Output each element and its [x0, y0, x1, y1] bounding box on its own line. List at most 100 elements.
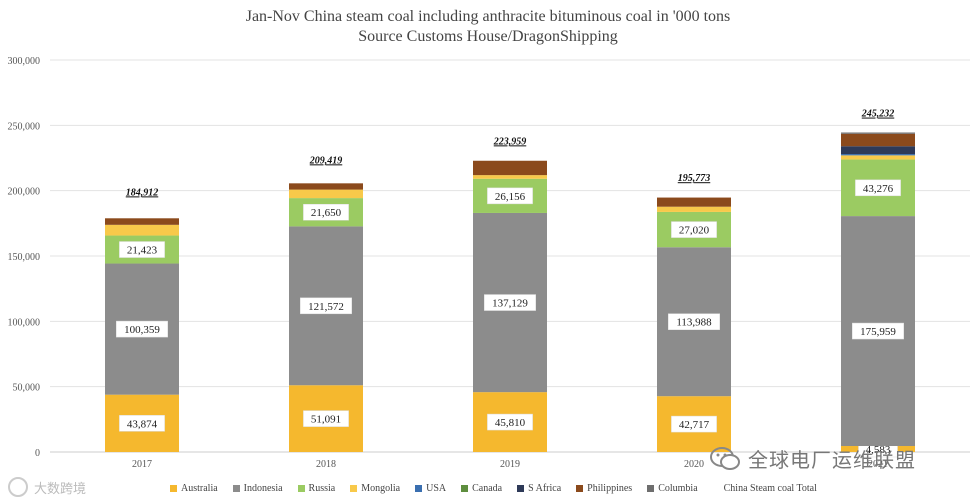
x-tick-label: 2018 [316, 459, 336, 470]
legend-label: S Africa [528, 482, 562, 494]
data-label-box [671, 415, 717, 433]
data-label: 43,874 [127, 418, 158, 430]
bar-segment-columbia [841, 132, 915, 134]
legend: Australia Indonesia Russia Mongolia USA Canad… [170, 480, 832, 496]
legend-item: Australia [170, 483, 218, 494]
legend-swatch [647, 484, 655, 492]
bar-segment-s-africa [841, 146, 915, 155]
bar-segment-mongolia [657, 206, 731, 212]
legend-label: Canada [472, 482, 503, 494]
bar-segment-usa [841, 154, 915, 156]
bar-segment-philippines [105, 218, 179, 225]
legend-item: Columbia [647, 482, 698, 494]
data-label-box [303, 203, 349, 221]
watermark-left: 大数跨境 [8, 477, 86, 497]
total-label: 245,232 [861, 109, 895, 120]
data-label: 21,650 [311, 207, 342, 219]
data-label: 27,020 [679, 225, 710, 237]
legend-swatch [415, 484, 423, 492]
legend-item: China Steam coal Total [713, 483, 817, 494]
legend-item: Mongolia [350, 483, 400, 494]
data-label-box [119, 415, 165, 432]
total-label: 195,773 [678, 173, 711, 184]
total-label: 223,959 [493, 136, 527, 147]
legend-swatch [232, 484, 240, 492]
wechat-icon [710, 446, 740, 470]
data-label: 43,276 [863, 183, 894, 195]
data-label: 45,810 [495, 417, 526, 429]
legend-swatch [517, 484, 525, 492]
legend-item: Indonesia [232, 482, 283, 494]
legend-label: Russia [308, 482, 336, 494]
legend-label: Indonesia [243, 482, 283, 494]
legend-item: Philippines [576, 483, 632, 494]
legend-label: USA [426, 482, 447, 494]
y-tick-label: 300,000 [8, 56, 41, 67]
watermark-left-text: 大数跨境 [34, 481, 87, 497]
chart-title: Jan-Nov China steam coal including anthr… [245, 8, 731, 25]
data-label: 21,423 [127, 245, 158, 257]
data-label: 26,156 [495, 191, 526, 203]
legend-swatch [713, 485, 720, 492]
y-tick-label: 0 [35, 448, 40, 459]
data-label: 121,572 [308, 301, 344, 313]
legend-swatch [576, 484, 584, 492]
data-label: 51,091 [311, 414, 341, 426]
watermark-right-text: 全球电厂运维联盟 [748, 448, 916, 472]
data-label: 4,583 [866, 444, 891, 456]
x-tick-label: 2017 [132, 459, 152, 470]
bar-segment-philippines [841, 133, 915, 147]
watermark-right: 全球电厂运维联盟 [710, 444, 916, 473]
data-label-box [487, 187, 533, 205]
legend-label: China Steam coal Total [723, 482, 817, 494]
x-tick-label: 2020 [684, 459, 704, 470]
y-tick-label: 250,000 [8, 121, 41, 132]
legend-item: Canada [461, 483, 502, 494]
bar-segment-philippines [289, 183, 363, 190]
y-tick-label: 150,000 [8, 252, 41, 263]
bar-segment-philippines [657, 197, 731, 207]
data-label: 137,129 [492, 298, 528, 310]
data-label-box [855, 179, 901, 197]
data-label-box [852, 322, 904, 340]
data-label: 113,988 [676, 317, 712, 329]
y-tick-label: 50,000 [13, 383, 41, 394]
legend-swatch [461, 484, 469, 492]
data-label-box [119, 241, 165, 258]
legend-swatch [350, 484, 358, 492]
data-label-box [300, 297, 352, 315]
data-label: 175,959 [860, 326, 896, 338]
legend-item: USA [415, 483, 446, 494]
legend-label: Australia [181, 482, 218, 494]
bar-segment-mongolia [473, 175, 547, 179]
legend-item: Russia [297, 482, 336, 494]
legend-item: S Africa [517, 483, 561, 494]
data-label-box [303, 410, 349, 427]
bar-segment-philippines [473, 160, 547, 176]
data-label: 42,717 [679, 419, 710, 431]
bar-segment-mongolia [841, 155, 915, 160]
x-tick-label: 2019 [500, 459, 520, 470]
y-tick-label: 100,000 [8, 317, 41, 328]
data-label-box [668, 313, 720, 330]
y-tick-label: 200,000 [8, 187, 41, 198]
watermark-logo-icon [8, 477, 28, 497]
chart-subtitle: Source Customs House/DragonShipping [358, 28, 618, 45]
legend-label: Mongolia [361, 482, 401, 494]
data-label-box [671, 221, 717, 238]
data-label-box [484, 294, 536, 311]
legend-label: Philippines [587, 482, 633, 494]
legend-swatch [297, 484, 305, 492]
bar-segment-mongolia [105, 224, 179, 236]
x-tick-label: 2021 [868, 459, 888, 470]
data-label-box [487, 413, 533, 431]
data-label: 100,359 [124, 324, 160, 336]
legend-swatch [170, 484, 177, 492]
data-label-box [116, 320, 168, 338]
total-label: 209,419 [309, 155, 343, 166]
total-label: 184,912 [126, 187, 159, 198]
legend-label: Columbia [658, 482, 698, 494]
bar-segment-mongolia [289, 189, 363, 199]
